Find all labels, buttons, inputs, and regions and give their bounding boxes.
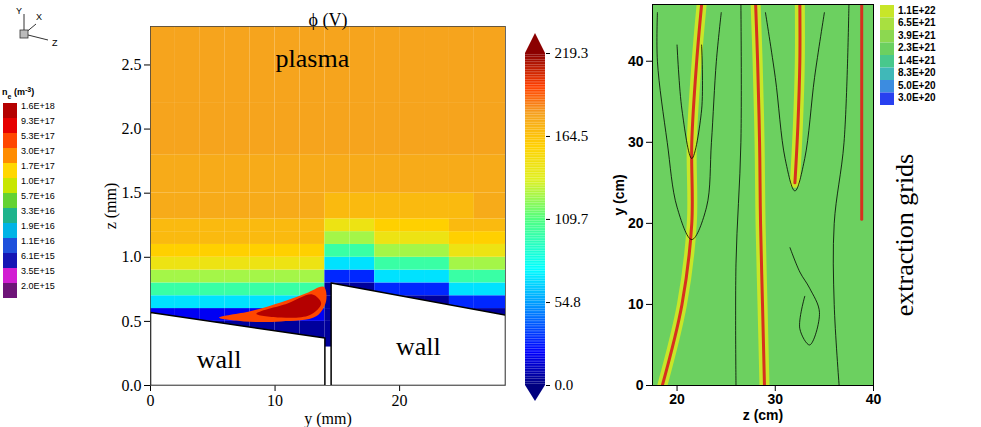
svg-text:2.0: 2.0 [122, 120, 142, 137]
svg-text:z (cm): z (cm) [743, 407, 783, 423]
svg-text:6.1E+15: 6.1E+15 [21, 251, 55, 261]
svg-text:40: 40 [866, 391, 882, 407]
svg-text:wall: wall [197, 345, 242, 374]
svg-text:1.1E+16: 1.1E+16 [21, 236, 55, 246]
svg-text:40: 40 [628, 53, 644, 69]
svg-text:20: 20 [392, 392, 408, 409]
svg-text:0: 0 [636, 377, 644, 393]
svg-text:5.7E+16: 5.7E+16 [21, 191, 55, 201]
svg-text:3.0E+20: 3.0E+20 [898, 92, 936, 103]
svg-text:0.0: 0.0 [555, 377, 574, 393]
svg-text:1.9E+16: 1.9E+16 [21, 221, 55, 231]
svg-text:2.3E+21: 2.3E+21 [898, 42, 936, 53]
svg-text:0.5: 0.5 [122, 313, 142, 330]
svg-text:0.0: 0.0 [122, 377, 142, 394]
svg-text:5.3E+17: 5.3E+17 [21, 131, 55, 141]
svg-text:3.3E+16: 3.3E+16 [21, 206, 55, 216]
svg-text:3.0E+17: 3.0E+17 [21, 146, 55, 156]
svg-text:plasma: plasma [276, 44, 350, 73]
svg-text:1.4E+21: 1.4E+21 [898, 55, 936, 66]
svg-text:ϕ (V): ϕ (V) [309, 10, 348, 31]
svg-text:9.3E+17: 9.3E+17 [21, 116, 55, 126]
svg-text:wall: wall [396, 332, 441, 361]
svg-text:0: 0 [147, 392, 155, 409]
svg-text:10: 10 [267, 392, 283, 409]
svg-text:109.7: 109.7 [555, 211, 589, 227]
svg-text:Y: Y [16, 6, 22, 16]
svg-text:1.1E+22: 1.1E+22 [898, 5, 936, 16]
svg-text:1.5: 1.5 [122, 184, 142, 201]
svg-text:1.7E+17: 1.7E+17 [21, 161, 55, 171]
svg-text:y (cm): y (cm) [611, 174, 627, 215]
svg-text:54.8: 54.8 [555, 294, 581, 310]
svg-text:3.9E+21: 3.9E+21 [898, 30, 936, 41]
svg-text:3.5E+15: 3.5E+15 [21, 266, 55, 276]
svg-text:20: 20 [628, 215, 644, 231]
svg-text:8.3E+20: 8.3E+20 [898, 67, 936, 78]
svg-text:2.0E+15: 2.0E+15 [21, 281, 55, 291]
svg-text:219.3: 219.3 [555, 45, 589, 61]
svg-text:164.5: 164.5 [555, 128, 589, 144]
svg-text:30: 30 [767, 391, 783, 407]
svg-text:2.5: 2.5 [122, 56, 142, 73]
svg-text:z (mm): z (mm) [102, 183, 120, 230]
svg-text:ne (m-3): ne (m-3) [2, 86, 34, 100]
svg-text:extraction grids: extraction grids [890, 154, 919, 316]
svg-text:X: X [36, 12, 42, 22]
svg-text:1.0E+17: 1.0E+17 [21, 176, 55, 186]
svg-text:20: 20 [669, 391, 685, 407]
svg-text:5.0E+20: 5.0E+20 [898, 80, 936, 91]
svg-text:Z: Z [52, 38, 58, 48]
svg-text:1.6E+18: 1.6E+18 [21, 101, 55, 111]
svg-text:6.5E+21: 6.5E+21 [898, 17, 936, 28]
svg-text:30: 30 [628, 134, 644, 150]
svg-text:10: 10 [628, 296, 644, 312]
svg-text:y (mm): y (mm) [304, 410, 352, 427]
svg-text:1.0: 1.0 [122, 248, 142, 265]
